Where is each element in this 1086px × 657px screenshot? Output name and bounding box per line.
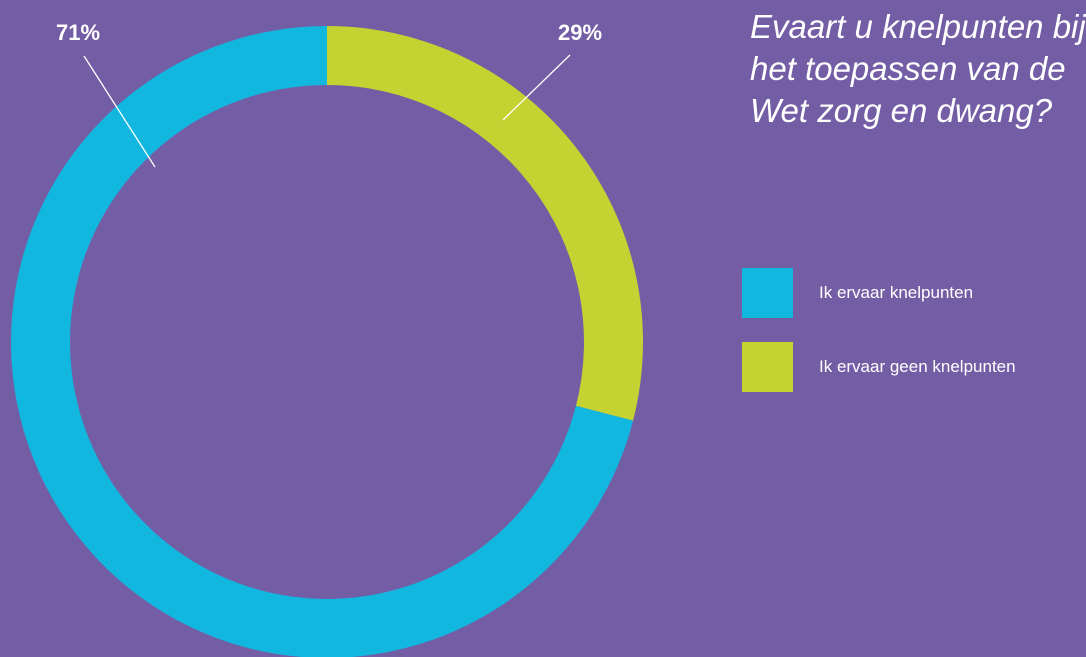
- chart-title-line-3: Wet zorg en dwang?: [750, 92, 1053, 129]
- donut-chart: 71% 29%: [11, 20, 643, 657]
- data-label-geen-knelpunten: 29%: [558, 20, 602, 45]
- label-leaders: [83, 54, 571, 168]
- donut-slices: [11, 26, 643, 657]
- leader-line-ervaar-knelpunten: [83, 55, 156, 168]
- legend-label-ervaar-knelpunten: Ik ervaar knelpunten: [819, 283, 974, 302]
- legend-item-ervaar-knelpunten[interactable]: Ik ervaar knelpunten: [742, 268, 1016, 318]
- chart-title-line-2: het toepassen van de: [750, 50, 1066, 87]
- legend-item-geen-knelpunten[interactable]: Ik ervaar geen knelpunten: [742, 342, 1016, 392]
- legend-label-geen-knelpunten: Ik ervaar geen knelpunten: [819, 357, 1016, 376]
- chart-title-line-1: Evaart u knelpunten bij: [750, 8, 1086, 45]
- legend: Ik ervaar knelpunten Ik ervaar geen knel…: [742, 268, 1016, 416]
- data-label-ervaar-knelpunten: 71%: [56, 20, 100, 45]
- leader-line-geen-knelpunten: [502, 54, 571, 121]
- slice-geen-knelpunten[interactable]: [327, 26, 643, 421]
- chart-title: Evaart u knelpunten bij het toepassen va…: [750, 6, 1086, 132]
- legend-swatch-blue: [742, 268, 793, 318]
- legend-swatch-green: [742, 342, 793, 392]
